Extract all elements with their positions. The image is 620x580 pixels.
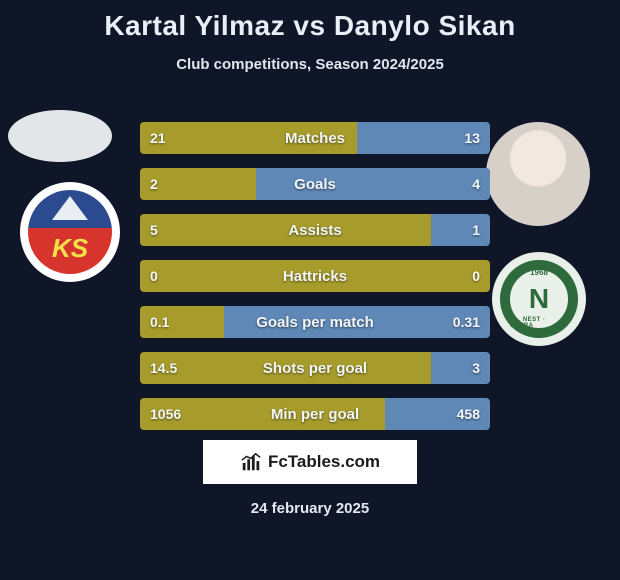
subtitle: Club competitions, Season 2024/2025 [0,56,620,73]
comparison-bars: 2113Matches 24Goals 51Assists 00Hattricks 0.… [140,122,490,444]
player-left-photo [8,110,112,162]
stat-label: Min per goal [140,398,490,430]
club-logo-left: KS [20,182,120,282]
stat-label: Shots per goal [140,352,490,384]
stat-row: 14.53Shots per goal [140,352,490,384]
stat-row: 1056458Min per goal [140,398,490,430]
stat-label: Assists [140,214,490,246]
stat-row: 24Goals [140,168,490,200]
chart-icon [240,451,262,473]
stat-row: 51Assists [140,214,490,246]
stat-label: Goals [140,168,490,200]
stat-row: 2113Matches [140,122,490,154]
player-right-photo [486,122,590,226]
date-text: 24 february 2025 [0,500,620,517]
brand-badge: FcTables.com [203,440,417,484]
stat-label: Matches [140,122,490,154]
brand-text: FcTables.com [268,452,380,472]
page-title: Kartal Yilmaz vs Danylo Sikan [0,0,620,42]
stat-row: 00Hattricks [140,260,490,292]
club-logo-right: 1968NI.L. NEST · SOTRA [492,252,586,346]
stat-label: Goals per match [140,306,490,338]
stat-label: Hattricks [140,260,490,292]
stat-row: 0.10.31Goals per match [140,306,490,338]
